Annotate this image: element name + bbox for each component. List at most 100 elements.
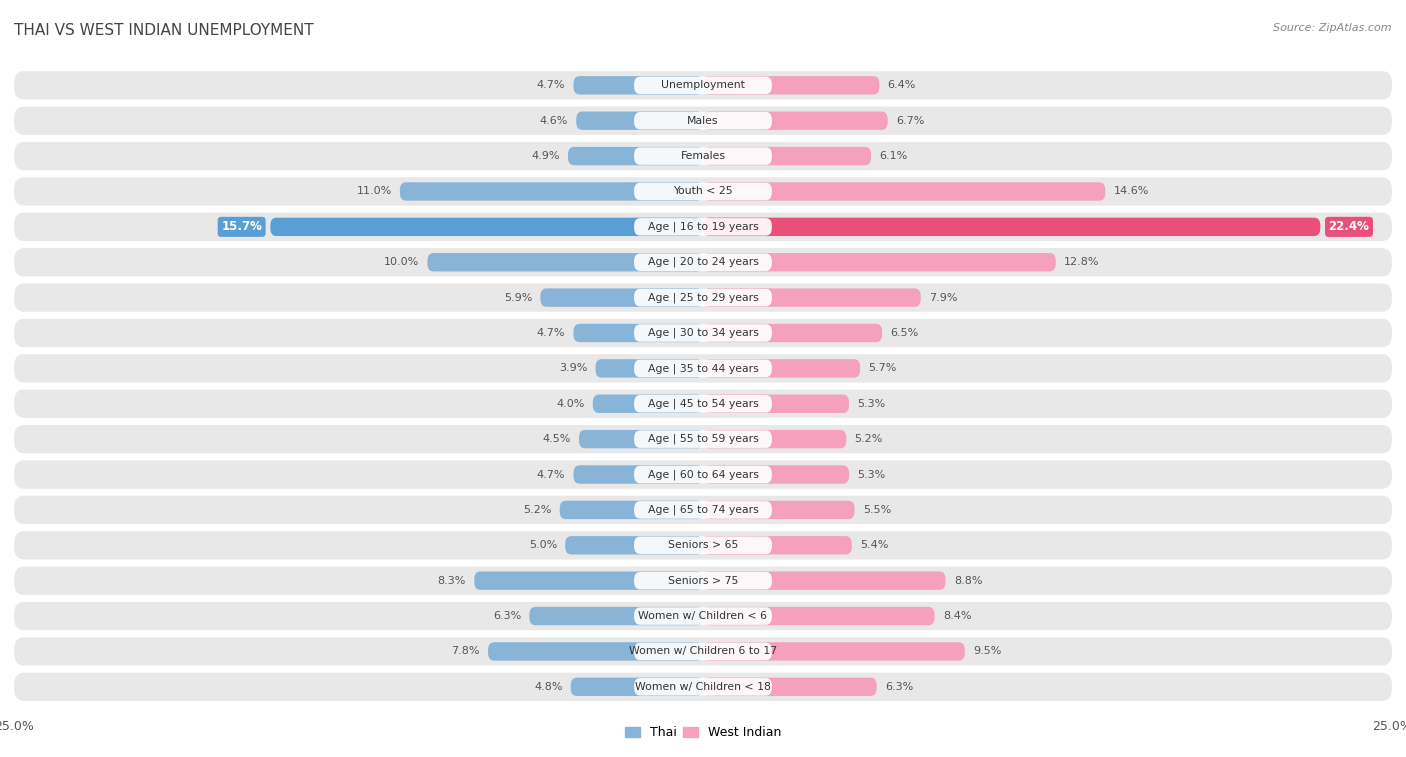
- Text: 15.7%: 15.7%: [221, 220, 262, 233]
- Text: 5.0%: 5.0%: [529, 540, 557, 550]
- Text: 8.4%: 8.4%: [943, 611, 972, 621]
- Text: 6.5%: 6.5%: [890, 328, 918, 338]
- Text: Age | 45 to 54 years: Age | 45 to 54 years: [648, 398, 758, 409]
- Text: 4.0%: 4.0%: [557, 399, 585, 409]
- Text: 10.0%: 10.0%: [384, 257, 419, 267]
- FancyBboxPatch shape: [14, 390, 1392, 418]
- FancyBboxPatch shape: [703, 500, 855, 519]
- FancyBboxPatch shape: [703, 288, 921, 307]
- Legend: Thai, West Indian: Thai, West Indian: [620, 721, 786, 744]
- Text: Unemployment: Unemployment: [661, 80, 745, 90]
- FancyBboxPatch shape: [14, 248, 1392, 276]
- FancyBboxPatch shape: [14, 637, 1392, 665]
- Text: 3.9%: 3.9%: [558, 363, 588, 373]
- Text: THAI VS WEST INDIAN UNEMPLOYMENT: THAI VS WEST INDIAN UNEMPLOYMENT: [14, 23, 314, 38]
- FancyBboxPatch shape: [399, 182, 703, 201]
- FancyBboxPatch shape: [703, 430, 846, 448]
- Text: Age | 55 to 59 years: Age | 55 to 59 years: [648, 434, 758, 444]
- Text: 8.3%: 8.3%: [437, 575, 465, 586]
- FancyBboxPatch shape: [634, 572, 772, 590]
- FancyBboxPatch shape: [593, 394, 703, 413]
- FancyBboxPatch shape: [14, 319, 1392, 347]
- Text: Age | 65 to 74 years: Age | 65 to 74 years: [648, 505, 758, 516]
- Text: 5.7%: 5.7%: [869, 363, 897, 373]
- Text: Age | 60 to 64 years: Age | 60 to 64 years: [648, 469, 758, 480]
- FancyBboxPatch shape: [703, 394, 849, 413]
- Text: 6.3%: 6.3%: [884, 682, 912, 692]
- FancyBboxPatch shape: [14, 107, 1392, 135]
- FancyBboxPatch shape: [579, 430, 703, 448]
- Text: 6.3%: 6.3%: [494, 611, 522, 621]
- Text: Youth < 25: Youth < 25: [673, 186, 733, 197]
- Text: Females: Females: [681, 151, 725, 161]
- FancyBboxPatch shape: [14, 425, 1392, 453]
- Text: 6.7%: 6.7%: [896, 116, 924, 126]
- FancyBboxPatch shape: [14, 531, 1392, 559]
- Text: Seniors > 75: Seniors > 75: [668, 575, 738, 586]
- FancyBboxPatch shape: [703, 324, 882, 342]
- FancyBboxPatch shape: [634, 395, 772, 413]
- FancyBboxPatch shape: [634, 678, 772, 696]
- FancyBboxPatch shape: [703, 76, 879, 95]
- FancyBboxPatch shape: [574, 76, 703, 95]
- FancyBboxPatch shape: [703, 572, 945, 590]
- Text: 4.5%: 4.5%: [543, 435, 571, 444]
- Text: 6.4%: 6.4%: [887, 80, 917, 90]
- Text: 4.8%: 4.8%: [534, 682, 562, 692]
- FancyBboxPatch shape: [703, 536, 852, 554]
- Text: 14.6%: 14.6%: [1114, 186, 1149, 197]
- FancyBboxPatch shape: [703, 218, 1320, 236]
- Text: 12.8%: 12.8%: [1064, 257, 1099, 267]
- Text: Women w/ Children < 6: Women w/ Children < 6: [638, 611, 768, 621]
- FancyBboxPatch shape: [427, 253, 703, 272]
- FancyBboxPatch shape: [634, 76, 772, 94]
- Text: 4.6%: 4.6%: [540, 116, 568, 126]
- FancyBboxPatch shape: [634, 431, 772, 448]
- FancyBboxPatch shape: [703, 111, 887, 130]
- FancyBboxPatch shape: [14, 71, 1392, 99]
- Text: Source: ZipAtlas.com: Source: ZipAtlas.com: [1274, 23, 1392, 33]
- FancyBboxPatch shape: [14, 142, 1392, 170]
- FancyBboxPatch shape: [634, 289, 772, 307]
- FancyBboxPatch shape: [14, 354, 1392, 382]
- FancyBboxPatch shape: [14, 177, 1392, 206]
- Text: Age | 16 to 19 years: Age | 16 to 19 years: [648, 222, 758, 232]
- FancyBboxPatch shape: [14, 213, 1392, 241]
- Text: Age | 25 to 29 years: Age | 25 to 29 years: [648, 292, 758, 303]
- FancyBboxPatch shape: [703, 253, 1056, 272]
- Text: 5.2%: 5.2%: [855, 435, 883, 444]
- Text: 5.5%: 5.5%: [863, 505, 891, 515]
- Text: 6.1%: 6.1%: [879, 151, 908, 161]
- FancyBboxPatch shape: [703, 359, 860, 378]
- Text: Age | 30 to 34 years: Age | 30 to 34 years: [648, 328, 758, 338]
- FancyBboxPatch shape: [571, 678, 703, 696]
- FancyBboxPatch shape: [488, 642, 703, 661]
- FancyBboxPatch shape: [574, 466, 703, 484]
- Text: 5.4%: 5.4%: [860, 540, 889, 550]
- FancyBboxPatch shape: [703, 678, 876, 696]
- FancyBboxPatch shape: [565, 536, 703, 554]
- Text: 11.0%: 11.0%: [356, 186, 392, 197]
- Text: 4.7%: 4.7%: [537, 328, 565, 338]
- FancyBboxPatch shape: [634, 466, 772, 483]
- Text: 9.5%: 9.5%: [973, 646, 1001, 656]
- FancyBboxPatch shape: [540, 288, 703, 307]
- Text: Seniors > 65: Seniors > 65: [668, 540, 738, 550]
- FancyBboxPatch shape: [14, 460, 1392, 489]
- Text: 7.9%: 7.9%: [929, 293, 957, 303]
- Text: 8.8%: 8.8%: [953, 575, 983, 586]
- Text: 5.9%: 5.9%: [503, 293, 531, 303]
- Text: 22.4%: 22.4%: [1329, 220, 1369, 233]
- FancyBboxPatch shape: [634, 182, 772, 200]
- FancyBboxPatch shape: [14, 283, 1392, 312]
- FancyBboxPatch shape: [596, 359, 703, 378]
- FancyBboxPatch shape: [634, 218, 772, 235]
- FancyBboxPatch shape: [576, 111, 703, 130]
- Text: 5.2%: 5.2%: [523, 505, 551, 515]
- FancyBboxPatch shape: [634, 254, 772, 271]
- FancyBboxPatch shape: [634, 360, 772, 377]
- FancyBboxPatch shape: [568, 147, 703, 165]
- Text: 5.3%: 5.3%: [858, 469, 886, 479]
- FancyBboxPatch shape: [14, 602, 1392, 630]
- FancyBboxPatch shape: [634, 643, 772, 660]
